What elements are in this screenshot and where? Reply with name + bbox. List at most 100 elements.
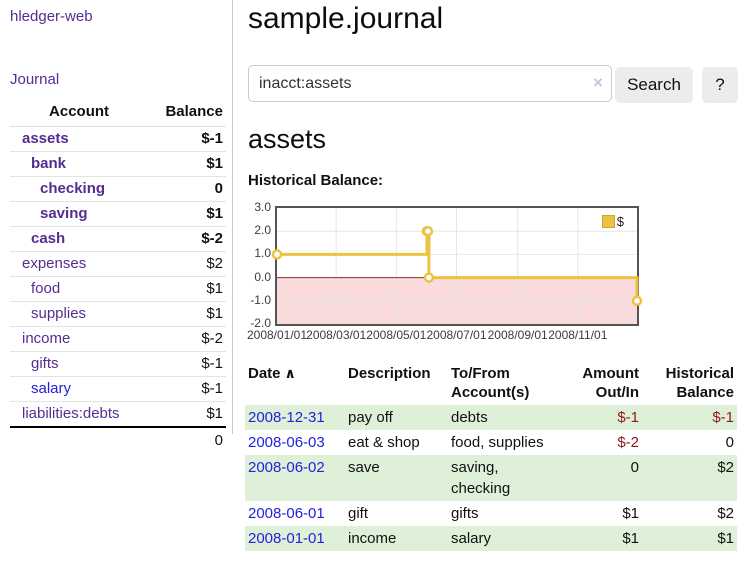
register-row: 2008-12-31 pay off debts $-1 $-1 — [245, 405, 737, 430]
register-amount: $-1 — [617, 409, 639, 426]
chart-legend: $ — [601, 214, 624, 229]
account-link-liabilities-debts[interactable]: liabilities:debts — [22, 405, 120, 422]
account-balance: $2 — [148, 251, 226, 277]
account-balance: $-1 — [148, 126, 226, 152]
register-column-header: Amount Out/In — [582, 365, 639, 401]
account-row: income $-2 — [10, 326, 226, 352]
help-button[interactable]: ? — [702, 67, 738, 103]
account-row: saving $1 — [10, 201, 226, 227]
chart-title: Historical Balance: — [248, 172, 384, 189]
x-axis-tick-label: 2008/07/01 — [426, 328, 487, 342]
account-row: checking 0 — [10, 176, 226, 202]
register-date-link[interactable]: 2008-06-03 — [248, 434, 325, 451]
accounts-header-balance: Balance — [148, 99, 226, 127]
x-axis-tick-label: 2008/03/01 — [306, 328, 367, 342]
register-description: eat & shop — [348, 434, 420, 451]
register-accounts: food, supplies — [451, 434, 544, 451]
chart-marker — [271, 249, 283, 260]
register-date-link[interactable]: 2008-06-01 — [248, 505, 325, 522]
chart-marker — [631, 295, 643, 307]
account-link-bank[interactable]: bank — [31, 155, 67, 172]
account-balance: $-1 — [148, 376, 226, 402]
account-balance: $-2 — [148, 226, 226, 252]
account-heading: assets — [248, 124, 327, 154]
clear-search-icon[interactable]: × — [593, 73, 603, 92]
register-date-link[interactable]: 2008-12-31 — [248, 409, 325, 426]
register-balance: 0 — [725, 434, 734, 451]
account-balance: $1 — [148, 276, 226, 302]
register-accounts: salary — [451, 530, 492, 547]
register-row: 2008-06-02 save saving, checking 0 $2 — [245, 455, 737, 501]
legend-swatch-icon — [601, 215, 615, 228]
register-row: 2008-06-01 gift gifts $1 $2 — [245, 501, 737, 526]
register-column-header: Historical Balance — [665, 365, 734, 401]
search-input[interactable] — [248, 65, 612, 102]
register-date-link[interactable]: 2008-06-02 — [248, 459, 325, 476]
account-link-checking[interactable]: checking — [40, 180, 106, 197]
register-column-header[interactable]: Date ∧ — [248, 365, 296, 382]
register-accounts: saving, checking — [451, 459, 511, 497]
account-balance: $1 — [148, 401, 226, 428]
register-description: pay off — [348, 409, 393, 426]
account-link-gifts[interactable]: gifts — [31, 355, 59, 372]
accounts-total-value: 0 — [148, 426, 226, 454]
chart-marker — [423, 272, 435, 283]
register-amount: $-2 — [617, 434, 639, 451]
register-balance: $1 — [717, 530, 734, 547]
register-row: 2008-01-01 income salary $1 $1 — [245, 526, 737, 551]
y-axis-tick-label: 0.0 — [254, 269, 271, 284]
x-axis-tick-label: 2008/01/01 — [246, 328, 308, 342]
register-accounts: debts — [451, 409, 488, 426]
account-link-income[interactable]: income — [22, 330, 71, 347]
account-link-salary[interactable]: salary — [31, 380, 72, 397]
account-link-food[interactable]: food — [31, 280, 61, 297]
accounts-table: Account Balance assets $-1 bank $1 checking 0… — [10, 99, 226, 454]
sidebar-item-journal[interactable]: Journal — [10, 71, 60, 88]
y-axis-tick-label: 3.0 — [254, 200, 271, 214]
x-axis-tick-label: 2008/11/01 — [548, 328, 608, 342]
sidebar: hledger-web Journal Account Balance asse… — [0, 0, 233, 454]
register-column-header: To/From Account(s) — [451, 365, 530, 401]
account-balance: $-1 — [148, 351, 226, 377]
account-link-expenses[interactable]: expenses — [22, 255, 87, 272]
accounts-total-row: 0 — [10, 426, 226, 454]
register-amount: 0 — [630, 459, 639, 476]
register-balance: $2 — [717, 459, 734, 476]
y-axis-tick-label: 1.0 — [254, 246, 271, 261]
register-description: save — [348, 459, 380, 476]
register-balance: $-1 — [712, 409, 734, 426]
account-row: expenses $2 — [10, 251, 226, 277]
app-title-link[interactable]: hledger-web — [10, 8, 93, 25]
register-description: gift — [348, 505, 369, 522]
chart-canvas — [271, 208, 643, 324]
account-balance: $1 — [148, 301, 226, 327]
account-balance: $-2 — [148, 326, 226, 352]
chart-marker — [422, 225, 434, 237]
account-row: bank $1 — [10, 151, 226, 177]
y-axis-tick-label: 2.0 — [254, 223, 271, 238]
sort-ascending-icon[interactable]: ∧ — [284, 365, 296, 381]
account-row: food $1 — [10, 276, 226, 302]
register-amount: $1 — [622, 530, 639, 547]
account-balance: 0 — [148, 176, 226, 202]
x-axis-tick-label: 2008/05/01 — [366, 328, 427, 342]
account-row: liabilities:debts $1 — [10, 401, 226, 428]
register-column-header: Description — [348, 365, 431, 382]
account-row: assets $-1 — [10, 126, 226, 152]
account-balance: $1 — [148, 201, 226, 227]
legend-label: $ — [616, 214, 624, 229]
main-content: sample.journal × Search ? assets Histori… — [245, 0, 742, 582]
page-title: sample.journal — [248, 2, 444, 35]
y-axis-tick-label: -2.0 — [250, 316, 271, 330]
register-description: income — [348, 530, 397, 547]
register-table: Date ∧ Description To/From Account(s) Amount… — [245, 361, 737, 551]
account-row: gifts $-1 — [10, 351, 226, 377]
account-link-cash[interactable]: cash — [31, 230, 66, 247]
account-link-assets[interactable]: assets — [22, 130, 69, 147]
register-date-link[interactable]: 2008-01-01 — [248, 530, 325, 547]
account-link-saving[interactable]: saving — [40, 205, 88, 222]
chart-plot-area: $ — [271, 206, 643, 326]
search-button[interactable]: Search — [615, 67, 693, 103]
account-link-supplies[interactable]: supplies — [31, 305, 87, 322]
account-row: salary $-1 — [10, 376, 226, 402]
